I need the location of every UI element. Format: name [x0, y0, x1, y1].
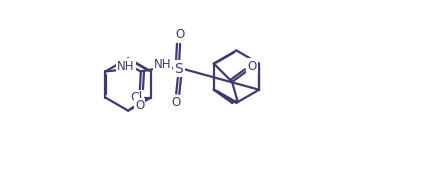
Text: O: O: [172, 96, 181, 109]
Text: S: S: [174, 62, 183, 76]
Text: O: O: [247, 60, 257, 73]
Text: Cl: Cl: [130, 91, 142, 104]
Text: NH: NH: [154, 58, 171, 71]
Text: O: O: [176, 28, 185, 41]
Text: NH: NH: [117, 60, 135, 73]
Text: O: O: [135, 99, 144, 112]
